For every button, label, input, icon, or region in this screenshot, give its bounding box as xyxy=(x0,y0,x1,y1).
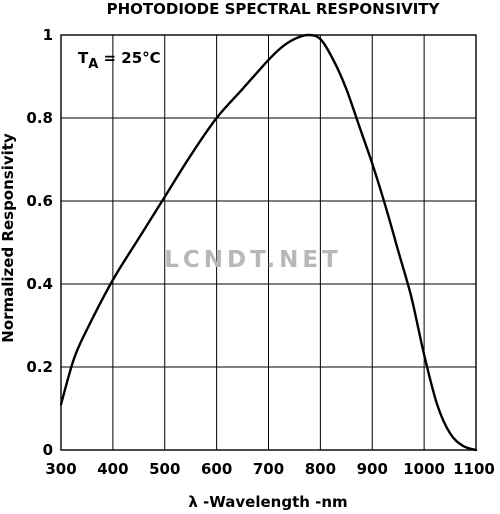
watermark: LCNDT.NET xyxy=(164,247,341,273)
plot-frame xyxy=(60,34,477,451)
y-tick-label: 0.8 xyxy=(26,109,53,127)
grid-lines xyxy=(60,34,477,451)
y-tick-labels: 0 0.2 0.4 0.6 0.8 1 xyxy=(26,26,53,459)
annotation-subscript: A xyxy=(88,57,98,72)
x-tick-label: 800 xyxy=(305,460,336,478)
y-tick-label: 0 xyxy=(43,441,53,459)
x-tick-label: 1100 xyxy=(453,460,495,478)
temperature-annotation: TA = 25°C xyxy=(78,49,161,72)
y-tick-label: 0.2 xyxy=(26,358,53,376)
x-tick-label: 400 xyxy=(97,460,128,478)
y-axis-label: Normalized Responsivity xyxy=(0,133,17,343)
x-tick-label: 700 xyxy=(253,460,284,478)
x-tick-label: 1000 xyxy=(403,460,445,478)
x-tick-label: 300 xyxy=(45,460,76,478)
y-tick-label: 0.6 xyxy=(26,192,53,210)
y-tick-label: 0.4 xyxy=(26,275,53,293)
x-tick-label: 600 xyxy=(201,460,232,478)
y-tick-label: 1 xyxy=(43,26,53,44)
annotation-main: T xyxy=(78,49,89,67)
x-tick-label: 900 xyxy=(357,460,388,478)
x-tick-label: 500 xyxy=(149,460,180,478)
chart-title: PHOTODIODE SPECTRAL RESPONSIVITY xyxy=(107,0,441,18)
annotation-rest: = 25°C xyxy=(98,49,160,67)
x-tick-labels: 300 400 500 600 700 800 900 1000 1100 xyxy=(45,460,495,478)
x-axis-label: λ -Wavelength -nm xyxy=(188,493,347,511)
